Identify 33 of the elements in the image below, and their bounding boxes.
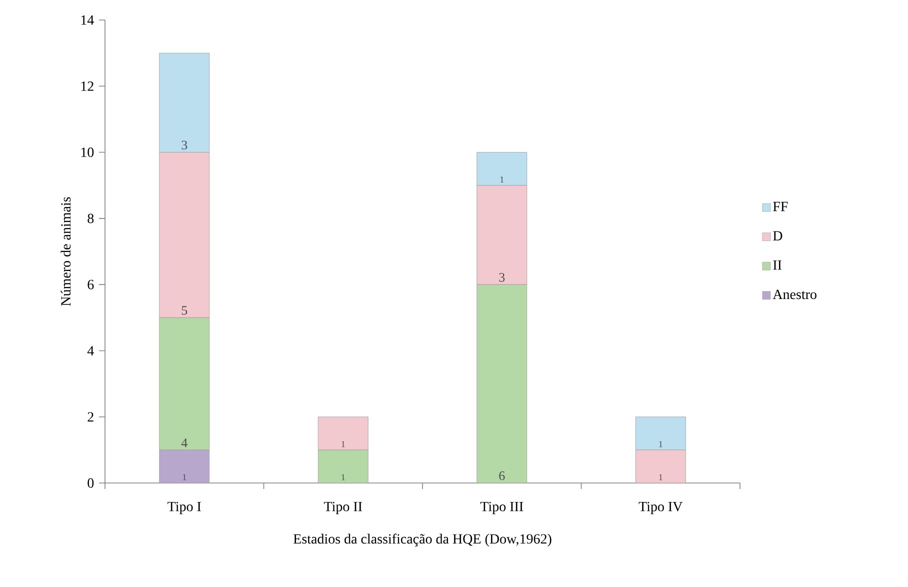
legend-label: II xyxy=(773,260,782,270)
x-tick-label: Tipo IV xyxy=(638,502,683,514)
data-label: 6 xyxy=(499,471,505,480)
y-tick-label: 14 xyxy=(81,15,94,25)
data-label: 1 xyxy=(659,441,662,448)
data-label: 1 xyxy=(500,176,504,182)
x-tick-label: Tipo I xyxy=(168,502,201,514)
y-tick-label: 2 xyxy=(88,412,94,422)
data-label: 1 xyxy=(342,441,345,448)
data-label: 4 xyxy=(181,438,188,448)
legend-label: FF xyxy=(773,202,788,212)
bar xyxy=(318,450,368,483)
y-tick-label: 6 xyxy=(88,280,94,290)
y-tick-label: 0 xyxy=(88,478,94,488)
x-axis-title: Estadios da classificação da HQE (Dow,1962) xyxy=(294,534,552,546)
bar xyxy=(476,284,528,483)
data-label: 1 xyxy=(182,474,186,480)
data-label: 1 xyxy=(659,474,662,480)
data-label: 1 xyxy=(342,474,345,480)
bar xyxy=(318,416,368,450)
data-label: 3 xyxy=(499,272,505,282)
legend-label: D xyxy=(773,231,782,240)
y-tick-label: 10 xyxy=(81,148,94,158)
y-axis-title: Número de animais xyxy=(60,197,71,306)
legend-label: Anestro xyxy=(772,290,816,300)
data-label: 5 xyxy=(182,306,188,315)
y-tick-label: 12 xyxy=(81,82,94,91)
bar xyxy=(159,317,210,450)
y-tick-label: 4 xyxy=(87,346,94,356)
x-tick-label: Tipo II xyxy=(324,502,362,514)
x-tick-label: Tipo III xyxy=(480,502,524,514)
y-tick-label: 8 xyxy=(88,214,94,224)
data-label: 3 xyxy=(182,140,188,150)
